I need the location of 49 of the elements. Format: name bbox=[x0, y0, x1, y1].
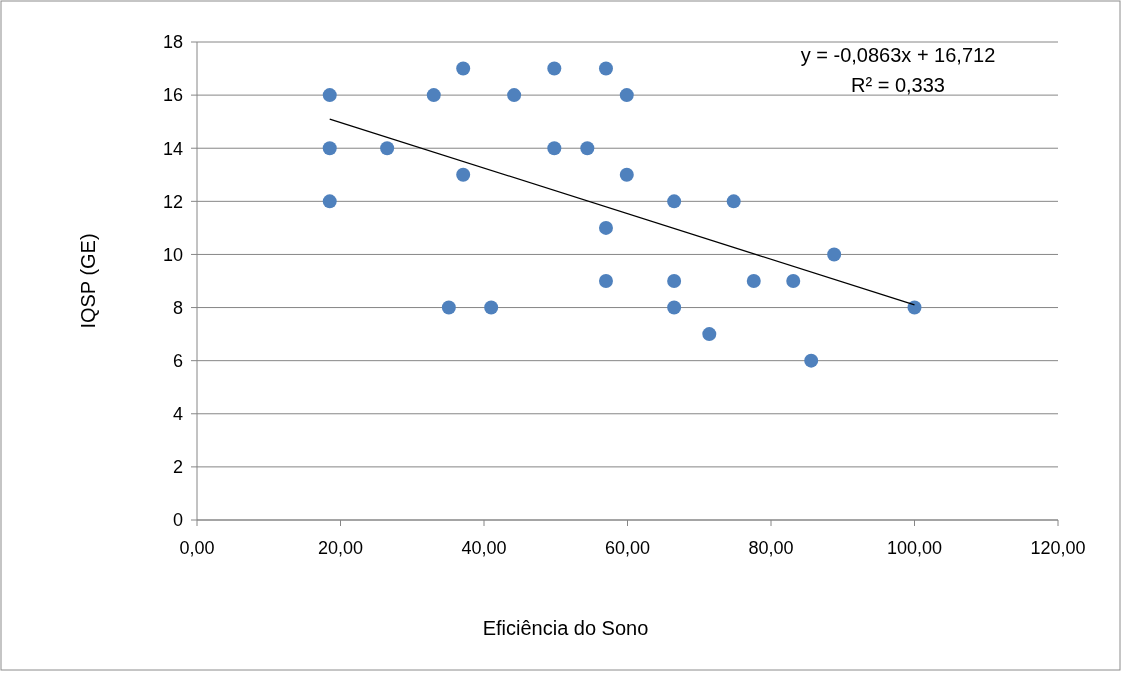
y-tick-label: 10 bbox=[162, 244, 183, 265]
point bbox=[667, 194, 682, 209]
y-tick-label: 2 bbox=[172, 457, 183, 478]
point bbox=[322, 88, 337, 103]
point bbox=[456, 61, 471, 76]
point bbox=[456, 167, 471, 182]
point bbox=[441, 300, 456, 315]
point bbox=[598, 274, 613, 288]
x-tick-label: 0,00 bbox=[179, 538, 215, 558]
x-tick-label: 80,00 bbox=[748, 538, 794, 558]
y-tick-label: 4 bbox=[172, 404, 183, 425]
point bbox=[907, 300, 922, 315]
point bbox=[804, 353, 819, 368]
annotation: y = -0,0863x + 16,712 bbox=[800, 44, 996, 66]
point bbox=[380, 141, 395, 156]
point bbox=[598, 220, 613, 235]
point bbox=[702, 327, 717, 342]
y-axis-title: IQSP (GE) bbox=[77, 233, 99, 329]
point bbox=[667, 300, 682, 315]
x-axis-title: Eficiência do Sono bbox=[482, 617, 649, 639]
x-tick-label: 60,00 bbox=[604, 538, 651, 558]
x-tick-label: 20,00 bbox=[317, 538, 364, 558]
point bbox=[619, 167, 634, 182]
point bbox=[322, 194, 337, 209]
y-tick-label: 14 bbox=[162, 138, 183, 159]
point bbox=[827, 247, 842, 262]
y-tick-label: 0 bbox=[172, 510, 183, 531]
point bbox=[619, 88, 634, 103]
annotation: R² = 0,333 bbox=[851, 74, 945, 96]
y-tick-label: 18 bbox=[162, 32, 183, 53]
y-tick-label: 6 bbox=[172, 350, 183, 371]
y-tick-label: 12 bbox=[162, 191, 183, 212]
x-tick-label: 100,00 bbox=[886, 538, 943, 558]
point bbox=[547, 141, 562, 156]
point bbox=[507, 88, 522, 103]
point bbox=[598, 61, 613, 76]
point bbox=[426, 88, 441, 103]
y-tick-label: 16 bbox=[162, 85, 183, 106]
point bbox=[667, 274, 682, 288]
x-tick-label: 120,00 bbox=[1030, 538, 1086, 558]
point bbox=[484, 300, 499, 315]
point bbox=[726, 194, 741, 209]
point bbox=[547, 61, 562, 76]
point bbox=[746, 274, 761, 288]
point bbox=[580, 141, 595, 156]
y-tick-label: 8 bbox=[172, 297, 183, 318]
point bbox=[786, 274, 801, 288]
x-tick-label: 40,00 bbox=[461, 538, 507, 558]
point bbox=[322, 141, 337, 156]
